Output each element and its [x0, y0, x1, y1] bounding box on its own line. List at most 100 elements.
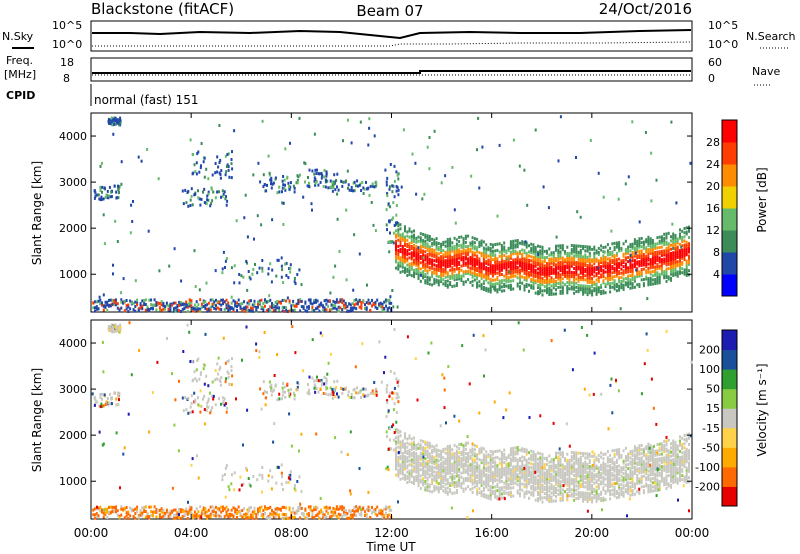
velocity-band-cell [588, 460, 591, 464]
power-floor-cell [216, 300, 219, 304]
power-band-cell [446, 273, 449, 277]
velocity-band-cell [523, 447, 526, 451]
power-noise-cell [268, 171, 271, 175]
power-band-cell [469, 262, 472, 266]
power-band-cell [496, 282, 499, 286]
power-band-cell [672, 255, 675, 259]
velocity-band-cell [451, 477, 454, 481]
power-noise-cell [417, 246, 420, 250]
power-patch-cell [280, 264, 283, 268]
power-band-cell [428, 235, 431, 238]
power-band-cell [491, 282, 494, 286]
power-band-cell [604, 282, 607, 286]
power-band-cell [561, 246, 564, 250]
power-band-cell [514, 266, 517, 270]
power-floor-cell [341, 308, 344, 312]
power-band-cell [579, 275, 582, 279]
velocity-band-cell [395, 461, 397, 465]
power-band-cell [491, 264, 494, 268]
velocity-band-cell [428, 464, 431, 468]
power-band-cell [615, 251, 618, 255]
power-band-cell [435, 266, 438, 270]
power-band-cell [419, 238, 422, 242]
velocity-band-cell [519, 494, 521, 498]
power-band-cell [440, 244, 443, 248]
power-band-cell [638, 272, 641, 276]
velocity-band-cell [476, 480, 479, 484]
power-band-cell [656, 267, 659, 271]
power-band-cell [597, 288, 600, 292]
power-band-cell [485, 278, 488, 282]
power-band-cell [654, 259, 657, 263]
power-band-cell [422, 241, 425, 245]
velocity-band-cell [516, 483, 519, 487]
power-band-cell [647, 237, 650, 241]
power-floor-cell [176, 305, 179, 309]
power-patch-cell [268, 173, 271, 177]
power-band-cell [435, 255, 438, 259]
velocity-band-cell [579, 451, 582, 455]
velocity-band-cell [480, 481, 483, 485]
power-band-cell [480, 243, 483, 247]
power-patch-cell [197, 196, 200, 200]
power-floor-cell [307, 298, 310, 302]
power-band-cell [410, 234, 413, 238]
velocity-band-cell [534, 463, 537, 467]
velocity-band-cell [462, 450, 465, 454]
power-band-cell [564, 272, 566, 276]
power-band-cell [588, 272, 591, 276]
power-band-cell [593, 268, 596, 272]
velocity-band-cell [519, 459, 521, 462]
power-band-cell [597, 263, 600, 267]
power-patch-cell [392, 184, 395, 188]
power-band-cell [428, 261, 431, 265]
power-band-cell [568, 254, 571, 258]
power-band-cell [651, 255, 654, 259]
power-floor-cell [134, 305, 137, 308]
power-band-cell [514, 243, 517, 247]
velocity-band-cell [530, 474, 533, 478]
power-floor-cell [334, 306, 337, 310]
power-band-cell [489, 288, 492, 292]
power-band-cell [550, 257, 553, 261]
power-band-cell [537, 271, 539, 275]
velocity-band-cell [503, 469, 506, 473]
velocity-band-cell [534, 465, 537, 469]
power-band-cell [618, 249, 621, 253]
velocity-band-cell [419, 480, 422, 484]
power-noise-cell [246, 235, 249, 239]
power-band-cell [489, 271, 492, 275]
velocity-band-cell [467, 468, 470, 472]
power-noise-cell [635, 268, 638, 272]
power-band-cell [534, 279, 537, 283]
power-band-cell [642, 257, 645, 261]
power-noise-cell [358, 252, 361, 256]
velocity-band-cell [528, 451, 530, 455]
power-noise-cell [597, 266, 599, 270]
velocity-band-cell [496, 482, 499, 486]
power-band-cell [647, 239, 650, 243]
velocity-band-cell [509, 476, 512, 480]
power-band-cell [487, 277, 490, 281]
power-band-cell [618, 286, 621, 290]
power-band-cell [658, 266, 661, 270]
velocity-band-cell [422, 483, 425, 487]
velocity-band-cell [446, 445, 449, 448]
power-band-cell [597, 269, 600, 273]
velocity-band-cell [404, 463, 406, 467]
velocity-band-cell [464, 447, 467, 451]
power-noise-cell [103, 242, 106, 246]
power-band-cell [654, 278, 657, 281]
velocity-band-cell [570, 469, 573, 473]
velocity-band-cell [557, 488, 560, 492]
power-band-cell [460, 243, 463, 247]
velocity-band-cell [575, 455, 578, 459]
velocity-band-cell [512, 459, 515, 463]
power-band-cell [665, 273, 668, 277]
power-band-cell [519, 262, 521, 266]
power-floor-cell [257, 303, 259, 307]
velocity-band-cell [487, 482, 490, 486]
power-patch-cell [252, 267, 255, 271]
velocity-band-cell [413, 459, 415, 463]
power-noise-cell [391, 240, 394, 244]
